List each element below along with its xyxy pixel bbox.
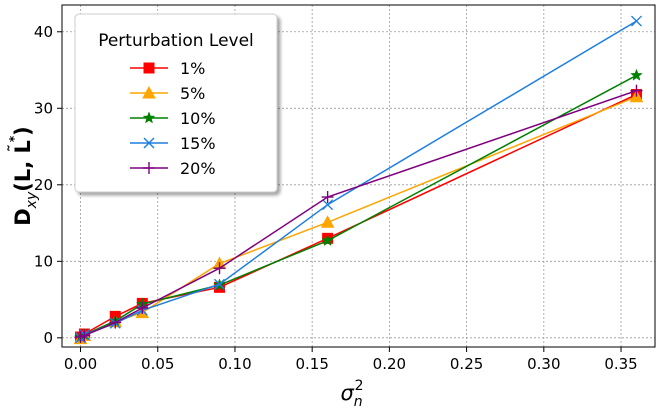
data-point	[109, 316, 122, 329]
legend-marker	[143, 137, 155, 149]
legend-label: 20%	[180, 159, 216, 178]
data-point-stroke	[214, 278, 226, 290]
x-tick-label: 0.00	[64, 355, 97, 373]
x-tick-label: 0.20	[373, 355, 406, 373]
data-point	[320, 215, 335, 228]
y-tick-label: 40	[34, 23, 53, 41]
y-axis-label-d: D	[11, 208, 35, 225]
legend-item: 20%	[130, 159, 216, 178]
data-point	[630, 15, 642, 27]
series-5	[74, 84, 643, 344]
y-axis-label-tilde: ˜	[5, 144, 24, 152]
legend-label: 10%	[180, 109, 216, 128]
legend-item: 10%	[130, 109, 216, 128]
legend-item: 1%	[130, 59, 205, 78]
x-axis-label: σn2	[340, 378, 363, 410]
legend-marker	[143, 162, 155, 174]
y-tick-label: 30	[34, 99, 53, 117]
legend-box	[74, 13, 278, 193]
data-point	[630, 84, 643, 97]
axes: 0.00 0.05 0.10 0.15 0.20 0.25 0.30 0.35 0 10 20 30 4…	[34, 23, 638, 373]
x-axis-label-sup: 2	[355, 378, 364, 394]
y-axis-label-close: )	[11, 126, 35, 136]
data-point	[214, 278, 226, 290]
data-point	[630, 68, 643, 81]
x-tick-label: 0.15	[295, 355, 328, 373]
x-tick-label: 0.10	[218, 355, 251, 373]
data-point-stroke	[630, 15, 642, 27]
x-tick-label: 0.05	[141, 355, 174, 373]
data-point	[78, 329, 91, 342]
series-group	[73, 15, 644, 345]
x-tick-label: 0.30	[527, 355, 560, 373]
legend-items: 1% 5% 10% 15% 20%	[130, 59, 216, 178]
legend-marker	[142, 85, 156, 99]
grid	[62, 5, 655, 347]
data-point	[321, 191, 334, 204]
legend-marker	[142, 111, 156, 124]
y-axis-label-star: *	[7, 135, 21, 142]
legend-item: 5%	[130, 84, 205, 103]
plot-frame	[61, 4, 656, 348]
y-axis-label: Dxy(L, L˜ *)	[5, 126, 40, 226]
legend-label: 1%	[180, 59, 205, 78]
y-axis-label-sub: xy	[24, 191, 40, 209]
legend-marker-stroke	[143, 137, 155, 149]
y-tick-label: 10	[34, 252, 53, 270]
legend: Perturbation Level 1% 5% 10% 15% 20%	[74, 13, 278, 193]
x-axis-label-sub: n	[354, 394, 363, 410]
y-axis-label-l: L	[11, 140, 35, 153]
legend-label: 5%	[180, 84, 205, 103]
x-axis-label-base: σ	[340, 381, 354, 405]
x-tick-label: 0.35	[604, 355, 637, 373]
legend-marker	[143, 62, 155, 74]
data-point-stroke	[322, 199, 334, 211]
data-point	[322, 199, 334, 211]
legend-item: 15%	[130, 134, 216, 153]
data-point	[136, 301, 149, 314]
data-point	[321, 233, 334, 247]
y-tick-label: 20	[34, 176, 53, 194]
y-tick-label: 0	[43, 329, 53, 347]
data-point	[213, 262, 226, 275]
x-tick-label: 0.25	[450, 355, 483, 373]
legend-label: 15%	[180, 134, 216, 153]
legend-title: Perturbation Level	[98, 31, 254, 51]
y-axis-label-args: (L,	[11, 153, 35, 191]
